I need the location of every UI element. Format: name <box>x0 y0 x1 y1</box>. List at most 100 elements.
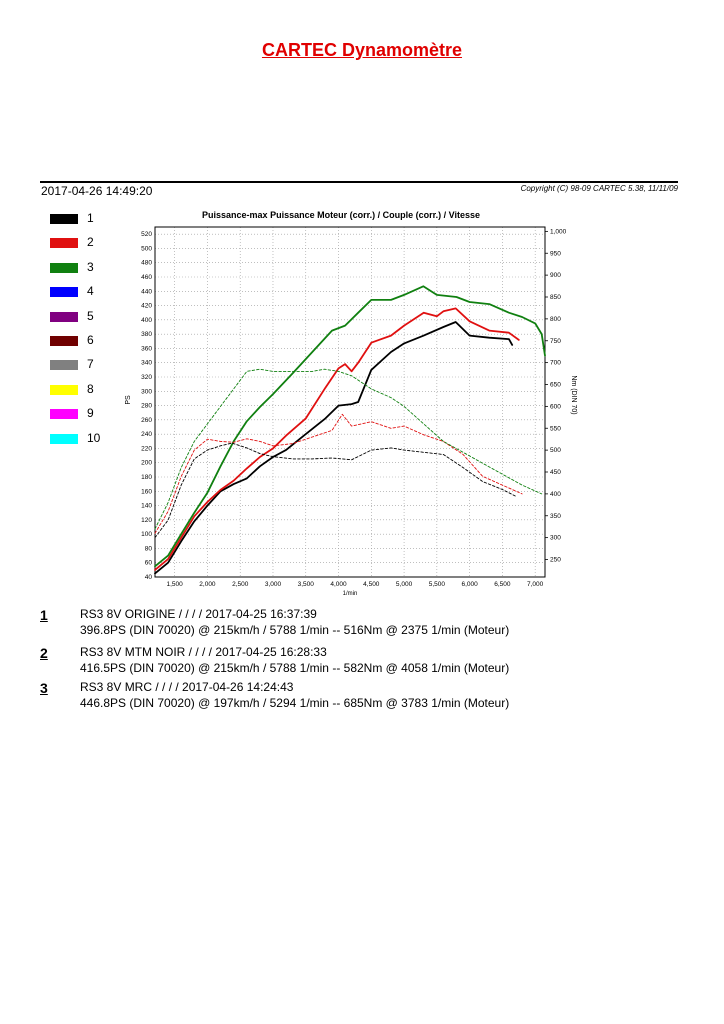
legend-label: 8 <box>87 381 94 396</box>
y-tick-label: 340 <box>141 360 152 367</box>
y2-tick-label: 900 <box>550 272 561 279</box>
x-tick-label: 5,000 <box>396 581 413 588</box>
power-curve-2 <box>154 307 520 571</box>
legend-swatch <box>50 336 78 346</box>
legend-item[interactable]: 5 <box>50 309 120 325</box>
run-result: 396.8PS (DIN 70020) @ 215km/h / 5788 1/m… <box>80 623 510 637</box>
torque-curve-2 <box>154 413 523 534</box>
run-number: 1 <box>40 607 48 623</box>
y-tick-label: 460 <box>141 274 152 281</box>
y2-tick-label: 950 <box>550 250 561 257</box>
y-tick-label: 300 <box>141 388 152 395</box>
legend-label: 10 <box>87 430 101 445</box>
run-result: 446.8PS (DIN 70020) @ 197km/h / 5294 1/m… <box>80 696 510 710</box>
x-tick-label: 3,500 <box>298 581 315 588</box>
y-axis-label: PS <box>125 395 132 405</box>
power-curve-3 <box>154 285 546 568</box>
y2-tick-label: 600 <box>550 403 561 410</box>
run-summary-1: 1 RS3 8V ORIGINE / / / / 2017-04-25 16:3… <box>40 607 640 651</box>
y2-tick-label: 800 <box>550 316 561 323</box>
y-tick-label: 400 <box>141 317 152 324</box>
y-tick-label: 420 <box>141 303 152 310</box>
legend-label: 1 <box>87 211 94 225</box>
y-tick-label: 480 <box>141 260 152 267</box>
legend-label: 6 <box>87 333 94 347</box>
legend-item[interactable]: 9 <box>50 406 120 422</box>
y-tick-label: 500 <box>141 245 152 252</box>
legend-item[interactable]: 2 <box>50 235 120 251</box>
legend-swatch <box>50 384 78 395</box>
legend-swatch <box>50 433 78 444</box>
header-rule <box>40 181 678 183</box>
series-layer <box>154 285 546 575</box>
legend-label: 2 <box>87 235 94 250</box>
legend-swatch <box>50 311 78 322</box>
dyno-chart: Puissance-max Puissance Moteur (corr.) /… <box>125 210 577 597</box>
y-tick-label: 380 <box>141 331 152 338</box>
chart-grid <box>155 227 545 578</box>
torque-curve-3 <box>154 368 543 530</box>
x-tick-label: 6,500 <box>494 581 511 588</box>
copyright-notice: Copyright (C) 98-09 CARTEC 5.38, 11/11/0… <box>520 184 678 193</box>
y2-tick-label: 250 <box>550 557 561 564</box>
y-tick-label: 120 <box>141 517 152 524</box>
legend-label: 5 <box>87 308 94 323</box>
x-axis-label: 1/min <box>343 591 358 597</box>
y-tick-label: 280 <box>141 403 152 410</box>
legend-item[interactable]: 8 <box>50 382 120 398</box>
y-tick-label: 140 <box>141 503 152 510</box>
y2-axis-label: Nm (DIN 70) <box>570 375 577 414</box>
legend-item[interactable]: 4 <box>50 284 120 300</box>
x-tick-label: 7,000 <box>527 581 544 588</box>
run-number: 2 <box>40 645 48 661</box>
legend-item[interactable]: 1 <box>50 211 120 227</box>
y-tick-label: 360 <box>141 345 152 352</box>
y2-tick-label: 850 <box>550 294 561 301</box>
y2-tick-label: 550 <box>550 425 561 432</box>
legend-label: 4 <box>87 284 94 299</box>
x-tick-label: 2,000 <box>199 581 216 588</box>
y-tick-label: 200 <box>141 460 152 467</box>
power-curve-1 <box>154 321 514 575</box>
y-tick-label: 80 <box>145 545 153 552</box>
x-tick-label: 4,000 <box>330 581 347 588</box>
legend-item[interactable]: 7 <box>50 357 120 373</box>
x-tick-label: 1,500 <box>167 581 184 588</box>
y-tick-label: 220 <box>141 445 152 452</box>
page-title: CARTEC Dynamomètre <box>261 40 463 60</box>
legend-swatch <box>50 409 78 420</box>
y2-axis: 250 300 350 400 450 500 550 600 650 700 750 800 850 9… <box>545 228 567 564</box>
x-tick-label: 2,500 <box>232 581 249 588</box>
legend-label: 9 <box>87 406 94 421</box>
y2-tick-label: 750 <box>550 338 561 345</box>
y-tick-label: 60 <box>145 560 153 567</box>
run-vehicle: RS3 8V ORIGINE / / / / 2017-04-25 16:37:… <box>80 607 317 621</box>
y2-tick-label: 300 <box>550 535 561 542</box>
torque-curve-1 <box>154 442 516 539</box>
x-axis: 1,500 2,000 2,500 3,000 3,500 4,000 4,500 5,000… <box>167 581 544 588</box>
legend-item[interactable]: 6 <box>50 333 120 349</box>
legend-item[interactable]: 3 <box>50 260 120 276</box>
y-tick-label: 520 <box>141 231 152 238</box>
y-tick-label: 260 <box>141 417 152 424</box>
y-tick-label: 320 <box>141 374 152 381</box>
y-axis: 40 60 80 100 120 140 160 180 200 220 240 260 280 300 3… <box>141 231 152 581</box>
run-vehicle: RS3 8V MTM NOIR / / / / 2017-04-25 16:28… <box>80 645 327 659</box>
y-tick-label: 240 <box>141 431 152 438</box>
legend-label: 3 <box>87 259 94 274</box>
run-number: 3 <box>40 680 48 696</box>
chart-title: Puissance-max Puissance Moteur (corr.) /… <box>202 210 480 220</box>
y-tick-label: 160 <box>141 488 152 495</box>
x-tick-label: 3,000 <box>265 581 282 588</box>
y2-tick-label: 700 <box>550 360 561 367</box>
legend-swatch <box>50 287 78 298</box>
legend-swatch <box>50 262 78 273</box>
legend-item[interactable]: 10 <box>50 431 120 447</box>
y2-tick-label: 350 <box>550 513 561 520</box>
run-vehicle: RS3 8V MRC / / / / 2017-04-26 14:24:43 <box>80 680 294 694</box>
plot-area-frame <box>154 226 546 578</box>
legend-label: 7 <box>87 357 94 372</box>
legend-swatch <box>50 214 78 224</box>
y-tick-label: 40 <box>145 574 153 581</box>
legend-swatch <box>50 360 78 371</box>
